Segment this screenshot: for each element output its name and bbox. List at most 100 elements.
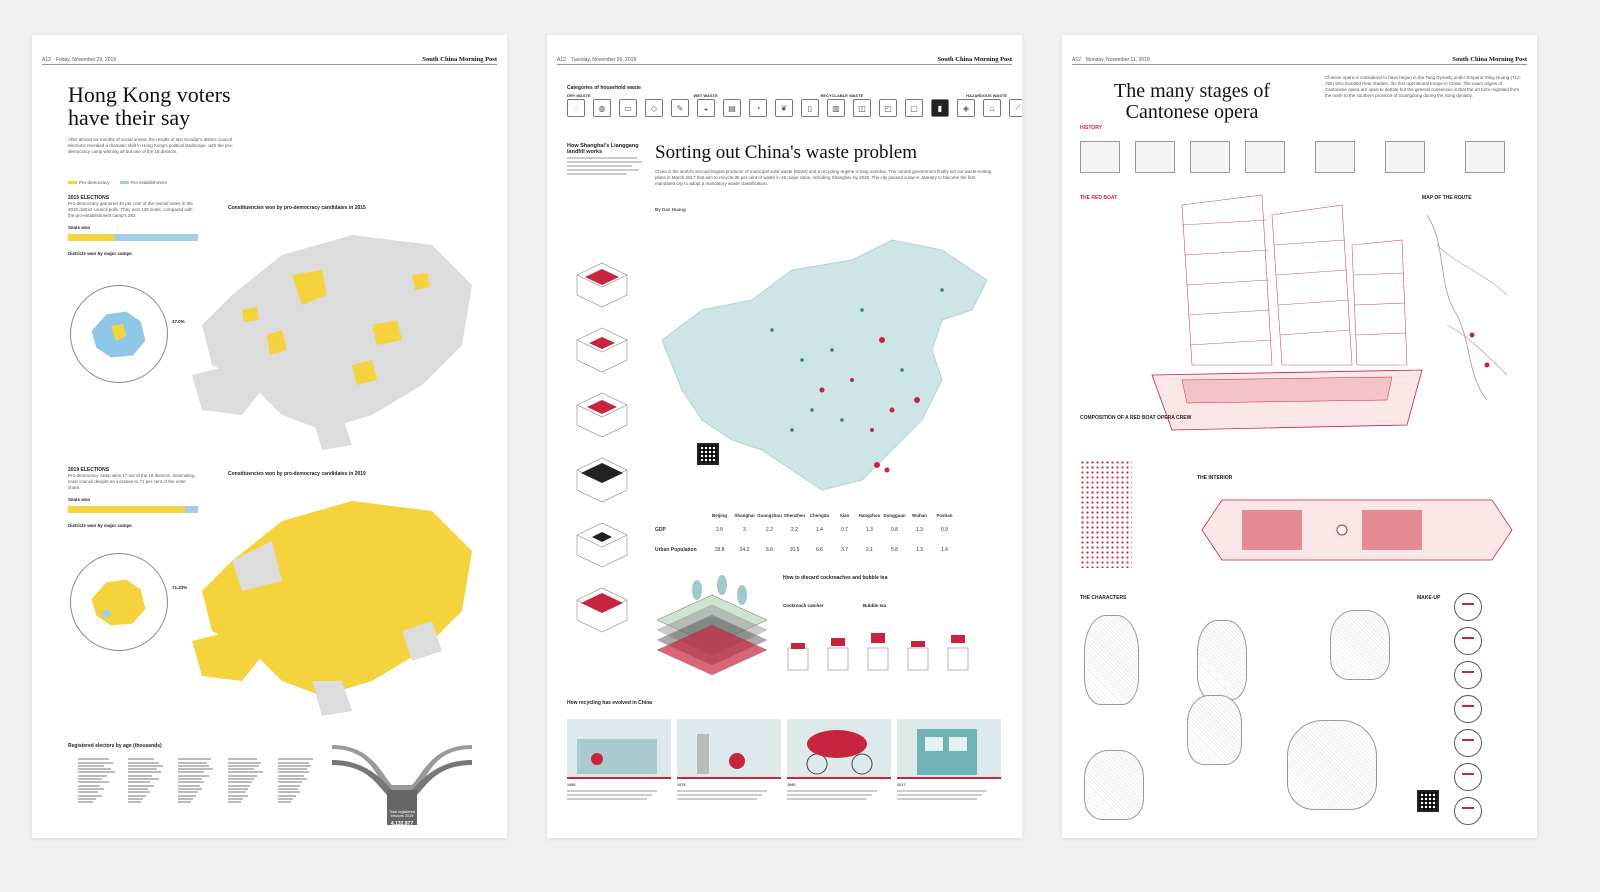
total-electors-label: Total registered electors 2019: [389, 810, 415, 818]
city-label: Foshan: [936, 513, 953, 518]
population-value: 6.6: [766, 547, 773, 553]
deck: After almost six months of social unrest…: [68, 137, 233, 155]
crew-dot-grid: [1080, 460, 1132, 568]
page-number: A12: [42, 56, 51, 63]
masthead: A12 Friday, November 29, 2019 South Chin…: [42, 55, 497, 65]
elections-2019-text: Pro-democracy camp wins 17 out of the 18…: [68, 473, 195, 491]
cockroach-catcher-label: Cockroach catcher: [783, 603, 824, 608]
byline: By Dan Huang: [655, 207, 686, 212]
qr-code[interactable]: [1417, 790, 1439, 812]
gdp-value: 3: [743, 527, 746, 533]
makeup-face: [1454, 627, 1482, 655]
disposal-steps: [787, 633, 969, 671]
landfill-layers-illustration: [656, 575, 768, 676]
waste-item-icon: ❦: [775, 99, 793, 117]
gdp-row: GDP 2.8 3 2.2 2.2 1.4 0.7 1.3 0.8 1.3 0.…: [655, 527, 957, 533]
pct-2019: 71.23%: [172, 585, 188, 590]
headline: Sorting out China's waste problem: [655, 142, 918, 163]
elections-2015-title: 2015 ELECTIONS: [68, 195, 110, 201]
red-boat-title: THE RED BOAT: [1080, 195, 1118, 201]
headline: The many stages of Cantonese opera: [1114, 81, 1270, 123]
boat-interior-plan: [1201, 499, 1513, 561]
map-2019: [192, 501, 472, 716]
masthead-brand: South China Morning Post: [937, 56, 1012, 63]
waste-item-icon: ◍: [593, 99, 611, 117]
district-circle-map-2019: [70, 553, 168, 651]
elections-2015-text: Pro-democracy garnered 40 per cent of th…: [68, 201, 193, 219]
elections-2019-title: 2019 ELECTIONS: [68, 467, 110, 473]
cat-recyclable-label: RECYCLABLE WASTE: [820, 93, 864, 98]
pct-2015: 47.0%: [172, 319, 185, 324]
seats-bar-2019: [68, 506, 198, 514]
elections-2015-section: 2015 ELECTIONS Pro-democracy garnered 40…: [68, 195, 198, 256]
cat-hazardous-label: HAZARDOUS WASTE: [966, 93, 1007, 98]
era-text-2017: 2017: [897, 783, 1001, 802]
masthead-brand: South China Morning Post: [422, 56, 497, 63]
landfill-sidebar: How Shanghai's Lianggang landfill works: [567, 143, 647, 177]
page-number: A12: [557, 56, 566, 63]
page-date: Friday, November 29, 2019: [55, 56, 117, 63]
makeup-title: MAKE-UP: [1417, 595, 1441, 601]
elections-2019-section: 2019 ELECTIONS Pro-democracy camp wins 1…: [68, 467, 198, 528]
waste-item-icon: ◔: [749, 99, 767, 117]
page-date: Tuesday, November 26, 2019: [570, 56, 637, 63]
map-2015-title: Constituencies won by pro-democracy cand…: [228, 205, 366, 211]
waste-item-icon: ✎: [671, 99, 689, 117]
waste-item-icon: ⌂: [983, 99, 1001, 117]
headline-line-2: Cantonese opera: [1125, 101, 1259, 123]
districts-by-camp-label: Districts won by major camps: [68, 251, 132, 257]
sankey-total-electors: [332, 745, 472, 825]
timeline-item: [1135, 141, 1175, 173]
gdp-value: 2.2: [766, 527, 773, 533]
recycling-title: How recycling has evolved in China: [567, 700, 653, 706]
legend-pro-democracy: Pro-democracy: [68, 180, 110, 185]
legend: Pro-democracy Pro-establishment: [68, 180, 167, 185]
cat-dry-label: DRY WASTE: [567, 93, 591, 98]
gdp-value: 1.3: [866, 527, 873, 533]
gdp-label: GDP: [655, 527, 666, 533]
gdp-value: 2.8: [716, 527, 723, 533]
population-value: 18.8: [714, 547, 725, 553]
landfill-title: How Shanghai's Lianggang landfill works: [567, 143, 639, 155]
cockroach-title: How to discard cockroaches and bubble te…: [783, 575, 888, 581]
china-map: [661, 239, 988, 491]
categories-title: Categories of household waste: [567, 85, 641, 91]
age-bars-group: [78, 757, 122, 819]
population-value: 1.4: [941, 547, 948, 553]
city-label: Wuhan: [912, 513, 927, 518]
waste-item-icon: ▢: [905, 99, 923, 117]
timeline-item: [1080, 141, 1120, 173]
deck: Chinese opera is considered to have begu…: [1325, 75, 1522, 99]
masthead: A12 Monday, November 11, 2019 South Chin…: [1072, 55, 1527, 65]
city-label: Guangzhou: [757, 513, 782, 518]
interior-title: THE INTERIOR: [1197, 475, 1233, 481]
character-sketch: [1084, 615, 1139, 705]
waste-item-icon: ▯: [801, 99, 819, 117]
district-circle-map-2015: [70, 285, 168, 383]
crew-composition-title: COMPOSITION OF A RED BOAT OPERA CREW: [1080, 415, 1192, 421]
waste-item-icon: ◇: [645, 99, 663, 117]
masthead: A12 Tuesday, November 26, 2019 South Chi…: [557, 55, 1012, 65]
qr-code[interactable]: [697, 443, 719, 465]
population-value: 24.2: [739, 547, 750, 553]
waste-item-icon: ▤: [723, 99, 741, 117]
page-number: A12: [1072, 56, 1081, 63]
route-map: [1426, 214, 1508, 401]
era-text-1950: 1950: [567, 783, 671, 802]
waste-item-icon: ▮: [931, 99, 949, 117]
makeup-face: [1454, 797, 1482, 825]
newspaper-page-china-waste[interactable]: A12 Tuesday, November 26, 2019 South Chi…: [547, 35, 1022, 838]
gdp-value: 0.7: [841, 527, 848, 533]
population-value: 5.8: [891, 547, 898, 553]
newspaper-page-cantonese-opera[interactable]: A12 Monday, November 11, 2019 South Chin…: [1062, 35, 1537, 838]
newspaper-page-hong-kong-voters[interactable]: A12 Friday, November 29, 2019 South Chin…: [32, 35, 507, 838]
era-text-1990: 1990: [787, 783, 891, 802]
timeline-item: [1385, 141, 1425, 173]
timeline-item: [1465, 141, 1505, 173]
city-label: Xian: [839, 513, 850, 518]
era-panel-1950: [567, 719, 671, 779]
waste-item-icon: ◫: [853, 99, 871, 117]
waste-item-icon: ◈: [957, 99, 975, 117]
era-panel-1990: [787, 719, 891, 779]
population-value: 3.7: [841, 547, 848, 553]
